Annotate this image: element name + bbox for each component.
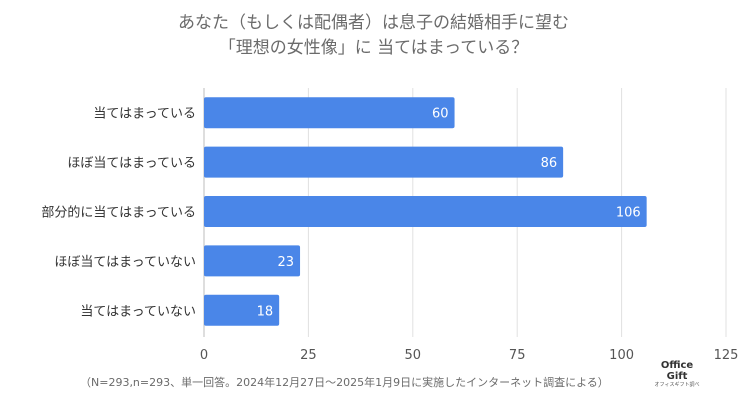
- data-label-5: 18: [257, 304, 274, 319]
- bar-2: [204, 146, 564, 178]
- bar-5: [204, 294, 280, 326]
- category-label-1: 当てはまっている: [93, 107, 196, 122]
- category-label-3: 部分的に当てはまっている: [41, 205, 196, 221]
- bar-3: [204, 196, 647, 227]
- data-label-4: 23: [278, 255, 295, 270]
- x-tick-label-75: 75: [509, 348, 526, 363]
- category-label-2: ほぼ当てはまっている: [67, 156, 196, 171]
- data-label-3: 106: [616, 206, 641, 221]
- category-label-5: 当てはまっていない: [80, 304, 196, 319]
- data-label-1: 60: [432, 107, 449, 122]
- logo-line-2: Gift: [666, 371, 688, 382]
- office-gift-logo: Office Gift オフィスギフト調べ: [652, 360, 702, 389]
- bar-1: [204, 97, 455, 129]
- x-tick-label-125: 125: [714, 348, 739, 363]
- data-label-2: 86: [541, 156, 558, 171]
- x-tick-label-100: 100: [609, 348, 634, 363]
- logo-line-3: オフィスギフト調べ: [654, 382, 700, 388]
- category-label-4: ほぼ当てはまっていない: [54, 255, 196, 270]
- chart-title-line-2: 「理想の女性像」に 当てはまっている？: [218, 38, 529, 58]
- footnote: （N=293,n=293、単一回答。2024年12月27日～2025年1月9日に…: [80, 376, 609, 389]
- x-tick-label-25: 25: [300, 348, 317, 363]
- x-tick-label-50: 50: [405, 348, 422, 363]
- bar-4: [204, 245, 301, 277]
- chart-title-line-1: あなた（もしくは配偶者）は息子の結婚相手に望む: [178, 13, 569, 33]
- x-tick-label-0: 0: [200, 348, 208, 363]
- logo-line-1: Office: [660, 360, 694, 371]
